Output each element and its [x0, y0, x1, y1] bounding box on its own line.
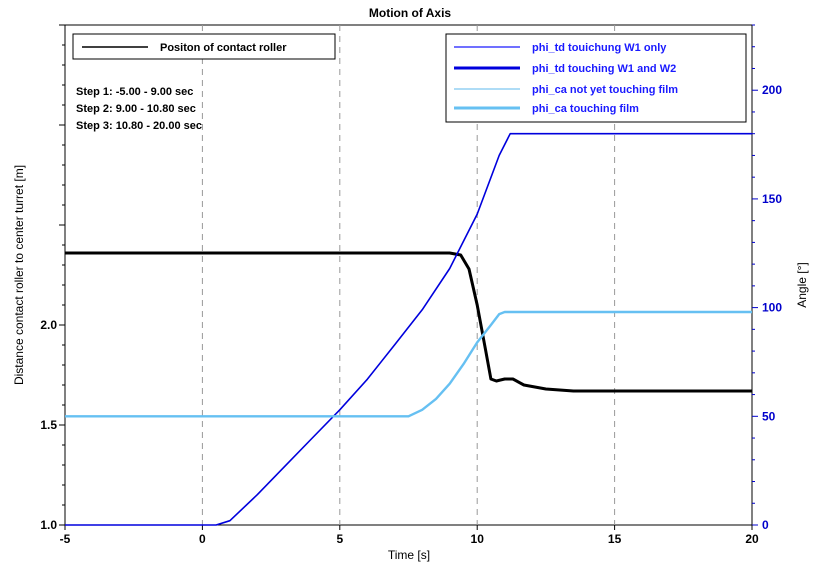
x-tick-label: -5: [60, 532, 71, 546]
right-tick-label: 200: [762, 83, 782, 97]
left-axis: 1.0 1.5 2.0: [40, 24, 65, 532]
annotation-step-2: Step 2: 9.00 - 10.80 sec: [76, 103, 196, 115]
legend-right-label-2: phi_td touching W1 and W2: [532, 63, 676, 75]
chart-title: Motion of Axis: [369, 6, 452, 20]
x-axis: -5 0 5 10 15 20: [60, 525, 759, 546]
x-axis-label: Time [s]: [388, 548, 430, 562]
legend-left: Positon of contact roller: [72, 33, 336, 60]
legend-right-label-3: phi_ca not yet touching film: [532, 84, 678, 96]
right-tick-label: 0: [762, 518, 769, 532]
legend-right: phi_td touichung W1 only phi_td touching…: [445, 33, 747, 123]
left-tick-label: 1.5: [40, 418, 57, 432]
series-layer: [65, 132, 752, 526]
legend-right-label-4: phi_ca touching film: [532, 103, 639, 115]
x-tick-label: 10: [471, 532, 485, 546]
y-axis-label-left: Distance contact roller to center turret…: [12, 165, 26, 385]
x-tick-label: 15: [608, 532, 622, 546]
legend-left-label: Positon of contact roller: [160, 42, 287, 54]
series-line-positon-of-contact-roller: [65, 251, 752, 393]
series-line-phi-ca: [65, 310, 752, 418]
step-annotations: Step 1: -5.00 - 9.00 sec Step 2: 9.00 - …: [76, 86, 202, 132]
right-tick-label: 100: [762, 301, 782, 315]
plot-area: [64, 24, 753, 526]
x-tick-label: 0: [199, 532, 206, 546]
right-tick-label: 150: [762, 192, 782, 206]
y-axis-label-right: Angle [°]: [795, 262, 809, 308]
left-tick-label: 1.0: [40, 518, 57, 532]
x-tick-label: 20: [745, 532, 759, 546]
right-axis: 0 50 100 150 200: [752, 24, 782, 532]
annotation-step-1: Step 1: -5.00 - 9.00 sec: [76, 86, 193, 98]
legend-right-label-1: phi_td touichung W1 only: [532, 42, 667, 54]
series-line-phi-td: [65, 132, 752, 526]
right-tick-label: 50: [762, 409, 776, 423]
left-tick-label: 2.0: [40, 318, 57, 332]
x-tick-label: 5: [336, 532, 343, 546]
annotation-step-3: Step 3: 10.80 - 20.00 sec: [76, 120, 202, 132]
